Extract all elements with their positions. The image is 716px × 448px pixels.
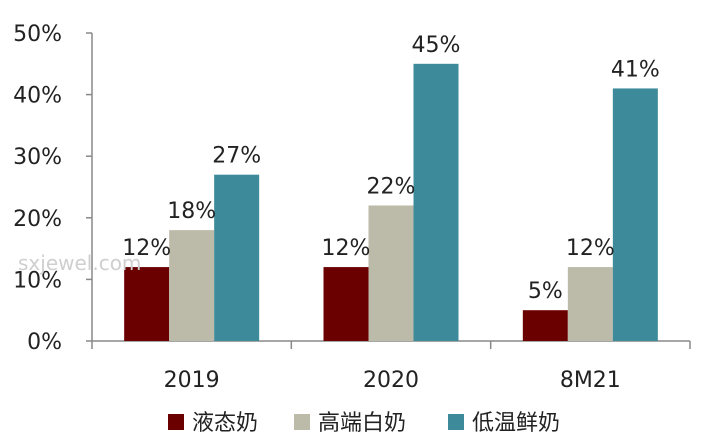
y-tick-label: 40% xyxy=(13,84,62,109)
legend-label: 高端白奶 xyxy=(318,411,406,436)
y-tick-label: 10% xyxy=(13,268,62,293)
y-tick-label: 30% xyxy=(13,145,62,170)
legend-label: 液态奶 xyxy=(192,411,258,436)
legend-swatch xyxy=(168,414,184,430)
bar xyxy=(323,267,369,341)
bar xyxy=(368,205,414,341)
data-labels: 12%18%27%12%22%45%5%12%41% xyxy=(122,33,660,304)
data-label: 12% xyxy=(566,236,615,261)
legend-swatch xyxy=(294,414,310,430)
data-label: 41% xyxy=(611,57,660,82)
axes: 0% 10% 20% 30% 40% 50% 2019 2020 8M21 xyxy=(13,22,691,393)
bar xyxy=(214,174,260,341)
legend-label: 低温鲜奶 xyxy=(472,411,560,436)
data-label: 45% xyxy=(412,33,461,58)
data-label: 5% xyxy=(528,279,563,304)
bar xyxy=(612,88,658,341)
x-tick-label: 2019 xyxy=(164,368,220,393)
y-tick-label: 0% xyxy=(27,330,62,355)
data-label: 22% xyxy=(367,174,416,199)
bar xyxy=(413,63,459,342)
watermark: sxjewel.com xyxy=(18,251,141,275)
bars xyxy=(124,63,658,342)
bar xyxy=(567,267,613,341)
data-label: 12% xyxy=(122,236,171,261)
x-tick-label: 2020 xyxy=(363,368,419,393)
y-tick-label: 50% xyxy=(13,22,62,47)
x-tick-label: 8M21 xyxy=(560,368,621,393)
legend-swatch xyxy=(448,414,464,430)
y-tick-label: 20% xyxy=(13,207,62,232)
data-label: 27% xyxy=(212,144,261,169)
legend: 液态奶 高端白奶 低温鲜奶 xyxy=(168,411,560,436)
data-label: 18% xyxy=(167,199,216,224)
bar xyxy=(522,310,568,341)
bar xyxy=(169,230,215,341)
data-label: 12% xyxy=(322,236,371,261)
bar xyxy=(124,267,170,341)
